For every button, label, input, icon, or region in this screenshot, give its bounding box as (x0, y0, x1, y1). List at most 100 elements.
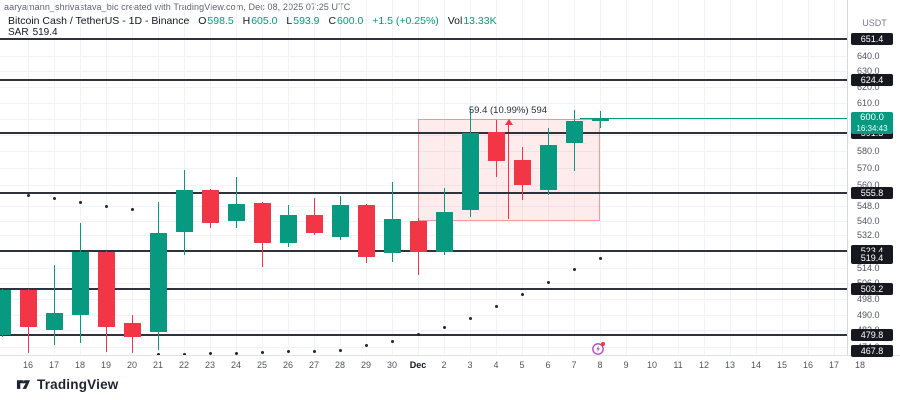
vertical-gridline (652, 0, 653, 355)
symbol-legend[interactable]: Bitcoin Cash / TetherUS - 1D - Binance O… (8, 15, 498, 27)
candle-Nov-16[interactable] (19, 290, 37, 327)
candle-Dec-8[interactable] (591, 118, 609, 121)
horizontal-line-drawing[interactable] (0, 287, 847, 290)
price-badge: 467.8 (851, 345, 893, 357)
candle-Nov-17[interactable] (45, 313, 63, 330)
vertical-gridline (54, 0, 55, 355)
volume-value: 13.33K (463, 15, 497, 27)
sar-dot (468, 316, 472, 320)
time-tick-label: 2 (441, 360, 447, 370)
candle-Dec-1[interactable] (409, 220, 427, 252)
vertical-gridline (704, 0, 705, 355)
price-axis[interactable]: USDT 640.0 630.0 620.0 610.0 580.0 570.0 560.0… (847, 0, 900, 375)
candle-Nov-25[interactable] (253, 203, 271, 243)
candle-Nov-22[interactable] (175, 190, 193, 232)
open-label: O (198, 15, 207, 27)
time-tick-label: 23 (204, 360, 216, 370)
sar-dot (130, 208, 134, 212)
time-tick-label: 4 (493, 360, 499, 370)
candle-wick (53, 265, 55, 345)
vertical-gridline (756, 0, 757, 355)
price-tick-label: 560.0 (857, 180, 880, 191)
vertical-gridline (730, 0, 731, 355)
time-axis[interactable]: 16 17 18 19 20 21 22 23 24 25 26 27 28 29 30 Dec 2 3 4 5 6 7 8… (0, 355, 900, 376)
candle-Nov-20[interactable] (123, 323, 141, 337)
time-tick-label: 11 (673, 360, 683, 370)
close-label: C (328, 15, 337, 27)
vertical-gridline (834, 0, 835, 355)
price-tick-label: 498.0 (857, 293, 880, 304)
horizontal-line-drawing[interactable] (0, 131, 847, 134)
horizontal-gridline (0, 102, 847, 104)
sar-indicator-legend[interactable]: SAR 519.4 (8, 27, 62, 38)
candle-Nov-26[interactable] (279, 214, 297, 243)
candle-Nov-28[interactable] (331, 205, 349, 238)
low-value: 593.9 (293, 15, 320, 27)
candle-Dec-6[interactable] (539, 145, 557, 190)
candle-Dec-4[interactable] (487, 132, 505, 161)
time-tick-label: 3 (467, 360, 473, 370)
time-tick-label: 7 (571, 360, 577, 370)
time-tick-label: 24 (230, 360, 242, 370)
sar-dot (416, 332, 420, 336)
vertical-gridline (132, 0, 133, 355)
candle-Dec-3[interactable] (461, 133, 479, 210)
sar-dot (598, 256, 602, 260)
volume-label: Vol (447, 15, 463, 27)
horizontal-gridline (0, 168, 847, 170)
candle-Dec-7[interactable] (565, 121, 583, 144)
time-tick-label: 12 (698, 360, 710, 370)
horizontal-gridline (0, 314, 847, 316)
vertical-gridline (340, 0, 341, 355)
candle-Nov-19[interactable] (97, 252, 115, 327)
candle-Nov-18[interactable] (71, 252, 89, 316)
horizontal-line-drawing[interactable] (0, 191, 847, 194)
horizontal-line-drawing[interactable] (0, 38, 847, 40)
candle-Nov-21[interactable] (149, 232, 167, 332)
vertical-gridline (314, 0, 315, 355)
vertical-gridline (418, 0, 419, 355)
bar-countdown: 16:34:43 (856, 123, 888, 133)
time-tick-label: 5 (519, 360, 525, 370)
current-price-line (580, 118, 847, 119)
tradingview-logo-icon (16, 380, 31, 389)
vertical-gridline (262, 0, 263, 355)
candle-Nov-24[interactable] (227, 204, 245, 221)
time-tick-label: 22 (178, 360, 190, 370)
vertical-gridline (236, 0, 237, 355)
symbol-title: Bitcoin Cash / TetherUS - 1D - Binance (8, 15, 190, 27)
candle-Nov-30[interactable] (383, 219, 401, 253)
time-tick-label: 20 (126, 360, 138, 370)
footer-brand[interactable]: TradingView (16, 377, 118, 392)
candle-Nov-23[interactable] (201, 190, 219, 223)
candle-Nov-29[interactable] (357, 205, 375, 257)
vertical-gridline (28, 0, 29, 355)
sar-dot (520, 293, 524, 297)
time-tick-label: 10 (646, 360, 658, 370)
sar-dot (52, 197, 56, 201)
candle-Nov-27[interactable] (305, 214, 323, 233)
time-tick-label: 16 (802, 360, 814, 370)
candle-Dec-5[interactable] (513, 160, 531, 185)
sar-dot (260, 350, 264, 354)
price-range-arrow (507, 123, 510, 220)
flash-event-icon[interactable] (591, 341, 606, 356)
time-tick-label: 21 (152, 360, 164, 370)
horizontal-line-drawing[interactable] (0, 333, 847, 336)
price-range-arrowhead (504, 118, 513, 125)
horizontal-line-drawing[interactable] (0, 79, 847, 81)
time-tick-label: 28 (334, 360, 346, 370)
price-badge: 519.4 (851, 252, 893, 265)
horizontal-gridline (0, 151, 847, 153)
vertical-gridline (808, 0, 809, 355)
candle-Dec-2[interactable] (435, 211, 453, 252)
vertical-gridline (600, 0, 601, 355)
high-value: 605.0 (251, 15, 278, 27)
time-tick-label: 29 (360, 360, 372, 370)
price-tick-label: 540.0 (857, 215, 880, 226)
chart-plot-area[interactable]: 59.4 (10.99%) 594 (0, 0, 847, 355)
price-badge: 479.8 (851, 328, 893, 341)
candle-Nov-15[interactable] (0, 290, 11, 335)
vertical-gridline (782, 0, 783, 355)
